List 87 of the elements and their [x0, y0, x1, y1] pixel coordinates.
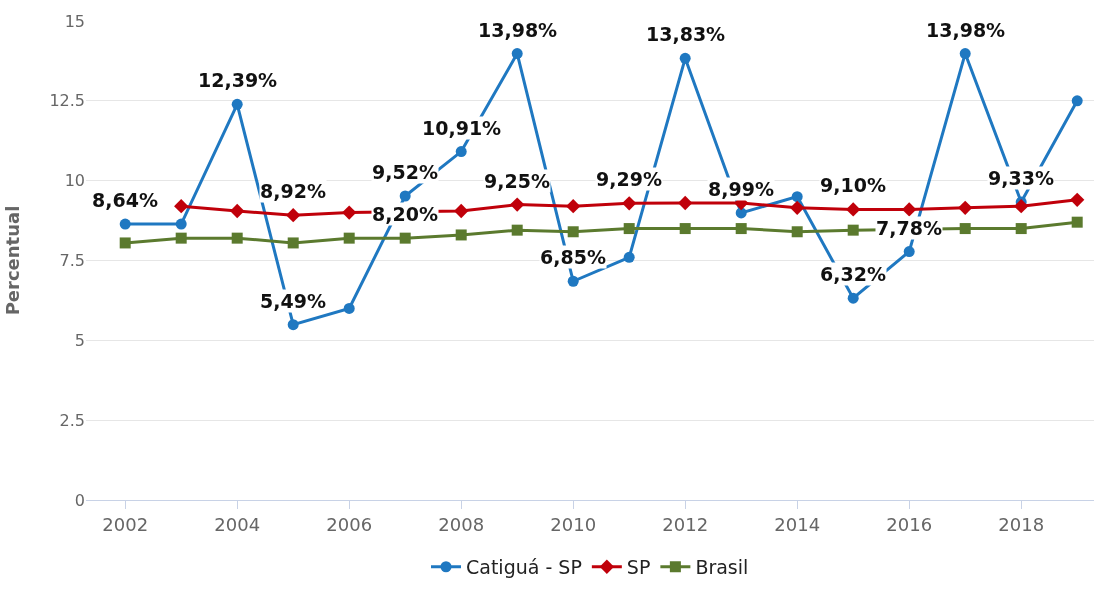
point — [847, 224, 859, 236]
legend-label: Brasil — [695, 556, 749, 579]
x-tick-label: 2002 — [102, 513, 149, 535]
point — [735, 207, 747, 219]
point — [511, 224, 523, 236]
data-label: 10,91% — [422, 117, 502, 139]
point — [455, 229, 467, 241]
x-tick-label: 2016 — [886, 513, 933, 535]
point — [790, 200, 805, 215]
point — [791, 226, 803, 238]
data-label: 9,29% — [596, 168, 662, 190]
y-tick-label: 5 — [74, 330, 85, 350]
point — [902, 202, 917, 217]
y-axis-title: Percentual — [1, 205, 23, 316]
point — [455, 146, 467, 158]
point — [287, 237, 299, 249]
point — [623, 251, 635, 263]
data-label: 12,39% — [198, 69, 278, 91]
point — [959, 48, 971, 60]
legend-label: Catiguá - SP — [466, 556, 582, 579]
x-tick-label: 2018 — [998, 513, 1045, 535]
point — [846, 202, 861, 217]
x-tick-label: 2008 — [438, 513, 485, 535]
point — [679, 52, 691, 64]
point — [399, 190, 411, 202]
point — [175, 218, 187, 230]
point — [454, 203, 469, 219]
point — [623, 223, 635, 235]
point — [1070, 192, 1085, 207]
x-tick-label: 2014 — [774, 513, 821, 535]
data-label: 13,98% — [478, 19, 558, 41]
data-label: 9,10% — [820, 174, 886, 196]
data-label: 6,32% — [820, 263, 886, 285]
data-label: 8,99% — [708, 178, 774, 200]
point — [847, 292, 859, 304]
point — [175, 232, 187, 244]
point — [622, 196, 637, 211]
point — [399, 232, 411, 244]
point — [342, 205, 357, 220]
point — [231, 98, 243, 110]
point — [343, 232, 355, 244]
x-tick-label: 2006 — [326, 513, 373, 535]
x-tick-label: 2004 — [214, 513, 261, 535]
data-label: 5,49% — [260, 290, 326, 312]
point — [510, 197, 525, 212]
point — [231, 232, 243, 244]
data-label: 8,92% — [260, 180, 326, 202]
point — [567, 226, 579, 238]
point — [903, 246, 915, 258]
point — [119, 237, 131, 249]
point — [959, 223, 971, 235]
legend-label: SP — [626, 556, 651, 579]
point — [286, 208, 301, 223]
data-label: 6,85% — [540, 246, 606, 268]
point — [343, 302, 355, 314]
data-label: 8,20% — [372, 203, 438, 225]
y-tick-label: 2.5 — [59, 410, 85, 430]
x-tick-label: 2012 — [662, 513, 709, 535]
point — [287, 319, 299, 331]
data-label: 9,33% — [988, 167, 1054, 189]
point — [566, 199, 581, 214]
y-tick-label: 0 — [74, 490, 85, 510]
data-label: 9,52% — [372, 161, 438, 183]
point — [958, 200, 973, 215]
point — [1071, 216, 1083, 228]
y-tick-label: 10 — [64, 171, 85, 191]
point — [679, 223, 691, 235]
point — [735, 223, 747, 235]
point — [567, 275, 579, 287]
point — [119, 218, 131, 230]
data-label: 7,78% — [876, 217, 942, 239]
point — [791, 191, 803, 203]
data-label: 13,98% — [926, 19, 1006, 41]
point — [1014, 199, 1029, 214]
y-tick-label: 15 — [64, 11, 85, 31]
data-label: 8,64% — [92, 189, 158, 211]
point — [678, 195, 693, 211]
data-label: 9,25% — [484, 170, 550, 192]
y-tick-label: 7.5 — [59, 251, 85, 271]
x-tick-label: 2010 — [550, 513, 597, 535]
y-tick-label: 12.5 — [49, 91, 85, 111]
point — [1071, 95, 1083, 107]
point — [174, 199, 189, 214]
point — [1015, 223, 1027, 235]
point — [511, 48, 523, 60]
data-label: 13,83% — [646, 23, 726, 45]
point — [230, 203, 245, 219]
